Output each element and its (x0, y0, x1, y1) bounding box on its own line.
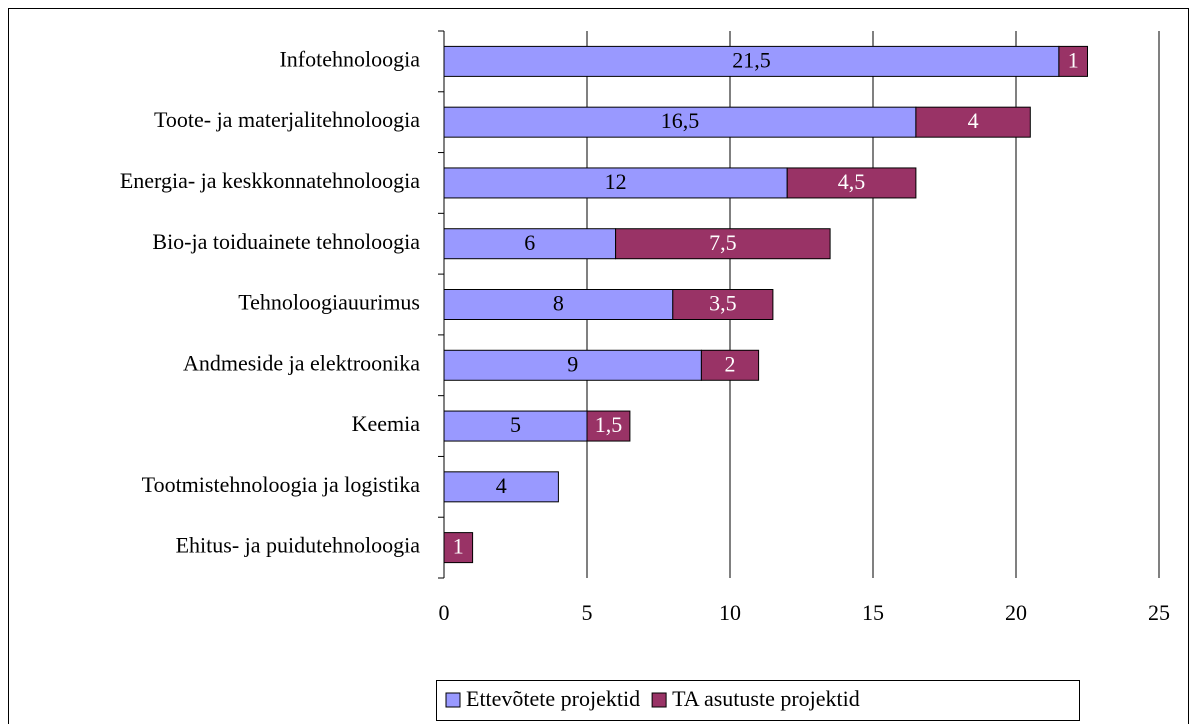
chart-border (8, 8, 1189, 724)
data-label: 16,5 (661, 108, 700, 133)
bar (700, 349, 760, 381)
y-tick-label: Bio-ja toiduainete tehnoloogia (152, 229, 420, 254)
bar (443, 45, 1060, 77)
x-tick-label: 15 (862, 600, 884, 625)
bar (443, 228, 617, 260)
y-tick-label: Andmeside ja elektroonika (183, 350, 420, 375)
legend-swatch (651, 692, 667, 708)
bar (443, 289, 674, 320)
data-label: 8 (553, 291, 564, 316)
y-tick-label: Energia- ja keskkonnatehnoloogia (120, 168, 420, 193)
data-label: 5 (510, 412, 521, 437)
legend-label: Ettevõtete projektid (466, 686, 640, 711)
data-label: 1 (1068, 47, 1079, 72)
bar (443, 106, 917, 138)
y-tick-label: Toote- ja materjalitehnoloogia (154, 107, 420, 132)
x-tick-label: 20 (1005, 600, 1027, 625)
legend-box (436, 680, 1080, 721)
data-label: 2 (725, 351, 736, 376)
bar (672, 289, 774, 320)
y-tick-label: Tehnoloogiauurimus (238, 290, 420, 315)
x-tick-label: 10 (719, 600, 741, 625)
x-tick-label: 0 (439, 600, 450, 625)
bar (586, 410, 631, 442)
bar (915, 106, 1031, 138)
data-label: 21,5 (732, 47, 771, 72)
legend-label: TA asutuste projektid (672, 686, 860, 711)
bar (1058, 45, 1089, 77)
bar (443, 532, 474, 564)
data-label: 1,5 (595, 412, 623, 437)
data-label: 1 (453, 534, 464, 559)
data-label: 3,5 (709, 291, 737, 316)
y-tick-label: Keemia (352, 411, 421, 436)
bar (443, 471, 559, 503)
y-tick-label: Infotehnoloogia (279, 46, 420, 71)
y-tick-label: Tootmistehnoloogia ja logistika (142, 472, 421, 497)
y-tick-label: Ehitus- ja puidutehnoloogia (176, 533, 421, 558)
data-label: 12 (605, 169, 627, 194)
legend-swatch (445, 692, 461, 708)
bar (615, 228, 831, 260)
data-label: 4 (968, 108, 979, 133)
data-label: 4 (496, 473, 507, 498)
data-label: 7,5 (709, 230, 737, 255)
data-label: 6 (524, 230, 535, 255)
data-label: 4,5 (838, 169, 866, 194)
x-tick-label: 25 (1148, 600, 1170, 625)
bar (786, 167, 917, 199)
data-label: 9 (567, 351, 578, 376)
bar (443, 349, 702, 381)
x-tick-label: 5 (582, 600, 593, 625)
